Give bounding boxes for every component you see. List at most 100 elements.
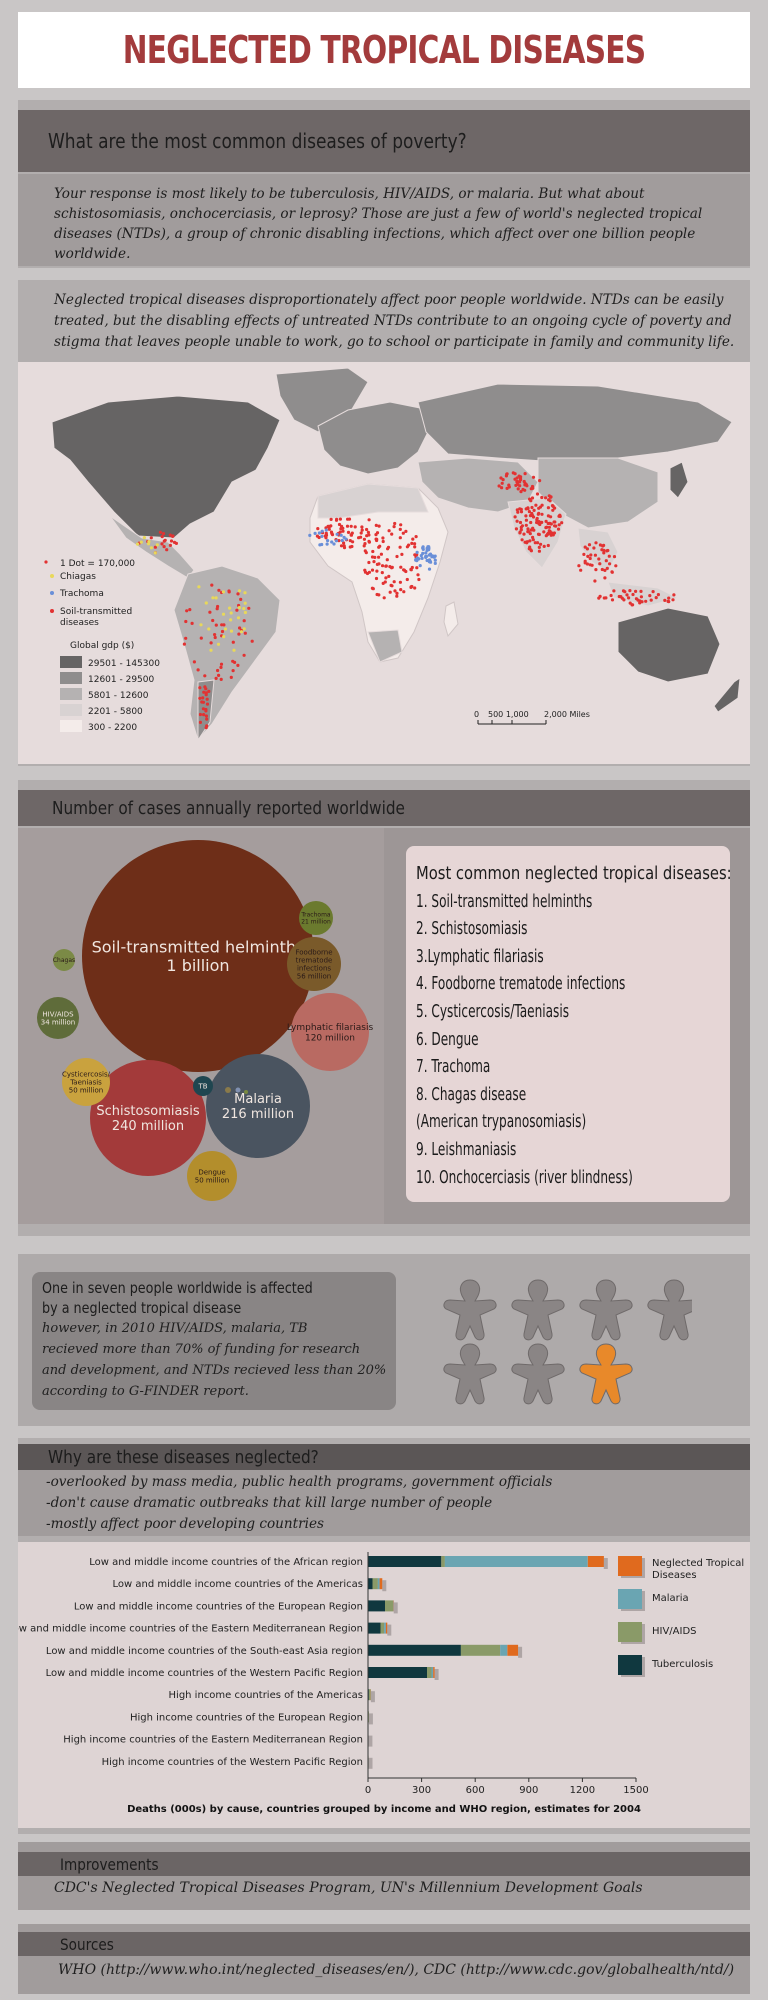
map-dot [540,503,544,507]
map-dot [149,546,153,550]
bubble-label: TB [197,1082,207,1090]
map-dot [155,543,159,547]
bar-segment [385,1622,388,1634]
map-dot [514,527,518,531]
map-dot [522,479,526,484]
map-dot [242,653,246,657]
map-dot [201,696,205,700]
reason-item: -mostly affect poor developing countries [46,1516,324,1532]
map-dot [672,593,676,597]
map-dot [250,639,254,643]
map-dot [605,549,609,553]
map-dot [327,527,331,531]
map-dot [363,568,367,572]
map-dot [201,700,205,704]
new-zealand [713,676,741,713]
map-dot [519,510,524,514]
bubble-label: 50 million [195,1176,229,1184]
map-dot [217,673,221,677]
map-dot [367,539,371,543]
map-dot [399,523,403,527]
bar-segment [368,1689,371,1701]
map-dot [588,556,592,561]
map-legend: 1 Dot = 170,000 Chiagas Trachoma Soil-tr… [44,559,590,733]
map-dot [204,709,208,713]
map-dot [433,561,437,565]
map-dot [527,547,531,551]
disease-list-item: 8. Chagas disease [416,1083,527,1105]
bar-shadow [368,1713,373,1725]
map-dot [335,532,339,536]
disease-list: 1. Soil-transmitted helminths 2. Schistos… [416,888,665,1192]
scale-label-0: 0 [474,710,479,719]
map-dot [400,552,404,556]
map-dot [525,541,529,545]
gdp-swatch [60,704,82,716]
map-dot [526,527,530,531]
map-dot [428,552,433,556]
map-dot [330,540,334,544]
funding-line1: One in seven people worldwide is affecte… [42,1279,313,1297]
disease-list-box: Most common neglected tropical diseases:… [406,846,732,1202]
map-dot [589,553,593,557]
map-dot [424,551,428,555]
map-dot [375,569,379,573]
europe [317,401,429,475]
madagascar [443,601,459,638]
map-dot [558,514,562,518]
disease-list-item: 1. Soil-transmitted helminths [416,890,593,912]
map-dot [516,487,520,491]
bar-category-label: Low and middle income countries of the E… [74,1601,363,1612]
funding-detail-line: according to G-FINDER report. [42,1384,249,1399]
map-dot [609,593,613,598]
map-dot [204,714,208,718]
bubble-label: trematode [296,956,333,964]
map-dot [375,592,379,597]
bubble [206,1054,310,1158]
map-dot [530,505,534,510]
map-dot [374,533,378,537]
map-dot [381,539,385,544]
scale-label-1000: 500 1,000 [488,710,529,719]
south-america [173,565,281,742]
bar-segment [433,1667,435,1678]
chart-title: Deaths (000s) by cause, countries groupe… [127,1804,641,1815]
map-dot [560,521,564,525]
map-dot [539,542,543,546]
map-dot [524,523,528,527]
map-dot [236,616,241,620]
map-dot [546,506,551,510]
map-dot [219,665,223,669]
map-dot [388,590,392,594]
map-dot [203,674,207,678]
person-icon-affected [579,1343,633,1405]
map-dot [146,542,151,546]
map-dot [239,597,243,601]
map-dot [342,541,346,545]
map-dot [547,498,551,502]
map-dot [531,535,535,539]
funding-detail-line: however, in 2010 HIV/AIDS, malaria, TB [42,1321,308,1336]
funding-detail-line: recieved more than 70% of funding for re… [42,1342,361,1357]
map-dot [593,579,597,583]
map-dot [371,587,375,591]
map-dot [392,580,396,584]
disease-list-item: 7. Trachoma [416,1056,491,1078]
map-dot [220,623,224,627]
bubble-label: Taeniasis [69,1078,102,1086]
bubble-label: HIV/AIDS [42,1010,74,1018]
legend-gdp-title: Global gdp ($) [70,641,134,651]
improvements-text: CDC's Neglected Tropical Diseases Progra… [54,1880,643,1896]
map-dot [374,523,378,527]
map-dot [399,588,403,592]
map-dot [350,544,354,549]
map-dot [188,608,192,612]
map-dot [205,697,209,701]
map-dot [149,536,153,540]
bubble [193,1076,213,1096]
people-pictogram [443,1279,692,1405]
map-dot [424,554,428,559]
map-dot [505,472,509,476]
person-shape [579,1279,633,1341]
map-dot [215,607,219,611]
